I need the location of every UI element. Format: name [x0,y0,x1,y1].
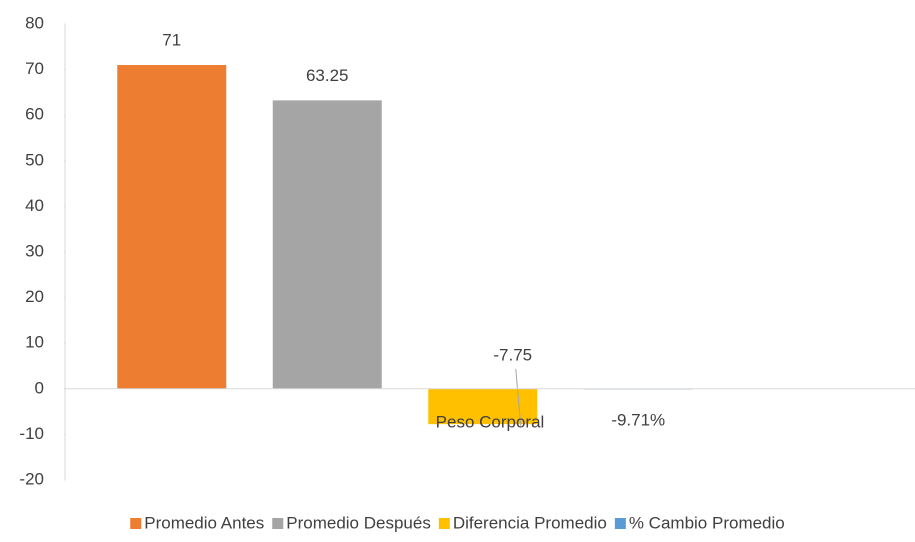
legend-swatch [272,518,284,529]
y-tick-label: 40 [25,196,44,215]
legend-label: Promedio Después [286,513,431,532]
x-tick-label: Peso Corporal [436,412,545,431]
bar [272,100,382,389]
y-tick-label: 20 [25,287,44,306]
legend-swatch [438,518,450,529]
legend-swatch [130,518,142,529]
data-label: -7.75 [493,345,532,364]
legend-label: Diferencia Promedio [453,513,607,532]
y-tick-label: 70 [25,59,44,78]
y-tick-label: -10 [19,424,44,443]
y-tick-label: 80 [25,13,44,32]
y-tick-label: 10 [25,333,44,352]
data-label: 71 [162,31,181,50]
y-tick-label: 60 [25,105,44,124]
y-tick-label: 50 [25,150,44,169]
legend-label: Promedio Antes [144,513,264,532]
y-tick-label: 0 [35,378,44,397]
leader-line [515,368,522,426]
y-tick-label: -20 [19,469,44,488]
data-label: -9.71% [611,410,665,429]
data-label: 63.25 [306,66,349,85]
y-tick-label: 30 [25,241,44,260]
legend-label: % Cambio Promedio [629,513,785,532]
bar [117,65,227,389]
legend-swatch [614,518,626,529]
